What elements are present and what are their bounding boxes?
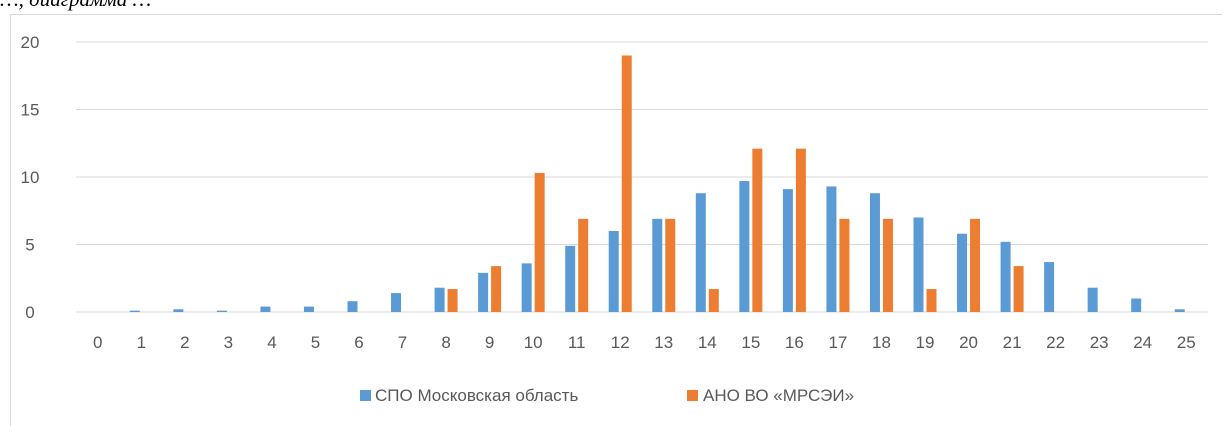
x-tick-label: 2 <box>180 333 189 352</box>
bar-series-1 <box>478 272 489 312</box>
bar-series-2 <box>665 218 676 312</box>
bar-series-2 <box>795 148 806 312</box>
x-axis-ticks: 0 1 2 3 4 5 6 7 8 9 10 11 12 13 14 15 16 17 18 19 20 21 22 23 24… <box>93 333 1196 352</box>
x-tick-label: 23 <box>1090 333 1109 352</box>
x-tick-label: 20 <box>959 333 978 352</box>
bar-series-1 <box>260 306 271 312</box>
x-tick-label: 16 <box>785 333 804 352</box>
bar-series-1 <box>1174 309 1185 312</box>
bar-series-2 <box>534 172 545 312</box>
y-tick-label: 15 <box>21 101 40 120</box>
x-tick-label: 1 <box>137 333 146 352</box>
bar-series-2 <box>578 218 589 312</box>
x-tick-label: 22 <box>1046 333 1065 352</box>
x-tick-label: 12 <box>611 333 630 352</box>
bar-series-2 <box>708 289 719 312</box>
bar-series-1 <box>347 301 358 312</box>
gridlines <box>76 41 1208 313</box>
y-axis-ticks: 0 5 10 15 20 <box>21 33 40 322</box>
legend-swatch-2 <box>687 390 698 401</box>
bar-series-1 <box>826 186 837 312</box>
bar-series-1 <box>173 309 184 312</box>
bar-series-1 <box>913 217 924 312</box>
bar-series-2 <box>447 289 458 312</box>
bar-series-1 <box>129 310 140 312</box>
header-text: …, диаграмма … <box>0 0 1224 13</box>
x-tick-label: 0 <box>93 333 102 352</box>
x-tick-label: 17 <box>828 333 847 352</box>
x-tick-label: 21 <box>1003 333 1022 352</box>
y-tick-label: 5 <box>25 236 34 255</box>
legend-label-1: СПО Московская область <box>375 386 578 405</box>
legend: СПО Московская область АНО ВО «МРСЭИ» <box>360 386 854 405</box>
y-tick-label: 10 <box>21 168 40 187</box>
bar-series-2 <box>970 218 981 312</box>
x-tick-label: 9 <box>485 333 494 352</box>
bar-series-1 <box>1044 262 1055 312</box>
bar-series-1 <box>782 189 793 312</box>
bar-series-2 <box>926 289 937 312</box>
bars <box>129 55 1185 312</box>
chart-frame <box>10 14 1222 426</box>
x-tick-label: 8 <box>441 333 450 352</box>
x-tick-label: 25 <box>1177 333 1196 352</box>
bar-series-1 <box>652 218 663 312</box>
x-tick-label: 24 <box>1133 333 1152 352</box>
bar-series-1 <box>391 293 402 312</box>
legend-swatch-1 <box>360 390 371 401</box>
x-tick-label: 18 <box>872 333 891 352</box>
bar-series-2 <box>752 148 763 312</box>
bar-series-1 <box>434 287 445 312</box>
x-tick-label: 3 <box>224 333 233 352</box>
x-tick-label: 5 <box>311 333 320 352</box>
x-tick-label: 4 <box>267 333 276 352</box>
legend-label-2: АНО ВО «МРСЭИ» <box>703 386 854 405</box>
bar-series-1 <box>957 233 968 312</box>
bar-series-2 <box>491 266 502 312</box>
bar-series-1 <box>565 245 576 312</box>
x-tick-label: 7 <box>398 333 407 352</box>
x-tick-label: 15 <box>741 333 760 352</box>
bar-series-1 <box>1000 241 1011 312</box>
bar-series-1 <box>695 193 706 312</box>
x-tick-label: 19 <box>916 333 935 352</box>
bar-series-1 <box>303 306 314 312</box>
bar-series-1 <box>521 263 532 312</box>
x-tick-label: 14 <box>698 333 717 352</box>
x-tick-label: 13 <box>654 333 673 352</box>
bar-series-2 <box>882 218 893 312</box>
bar-series-1 <box>1131 298 1142 312</box>
bar-series-2 <box>839 218 850 312</box>
bar-series-1 <box>739 181 750 312</box>
x-tick-label: 10 <box>524 333 543 352</box>
y-tick-label: 20 <box>21 33 40 52</box>
bar-series-2 <box>1013 266 1024 312</box>
x-tick-label: 6 <box>354 333 363 352</box>
bar-series-1 <box>1087 287 1098 312</box>
bar-series-1 <box>608 231 619 312</box>
x-tick-label: 11 <box>568 333 586 352</box>
bar-series-1 <box>216 310 227 312</box>
bar-series-2 <box>621 55 632 312</box>
y-tick-label: 0 <box>25 303 34 322</box>
bar-series-1 <box>869 193 880 312</box>
